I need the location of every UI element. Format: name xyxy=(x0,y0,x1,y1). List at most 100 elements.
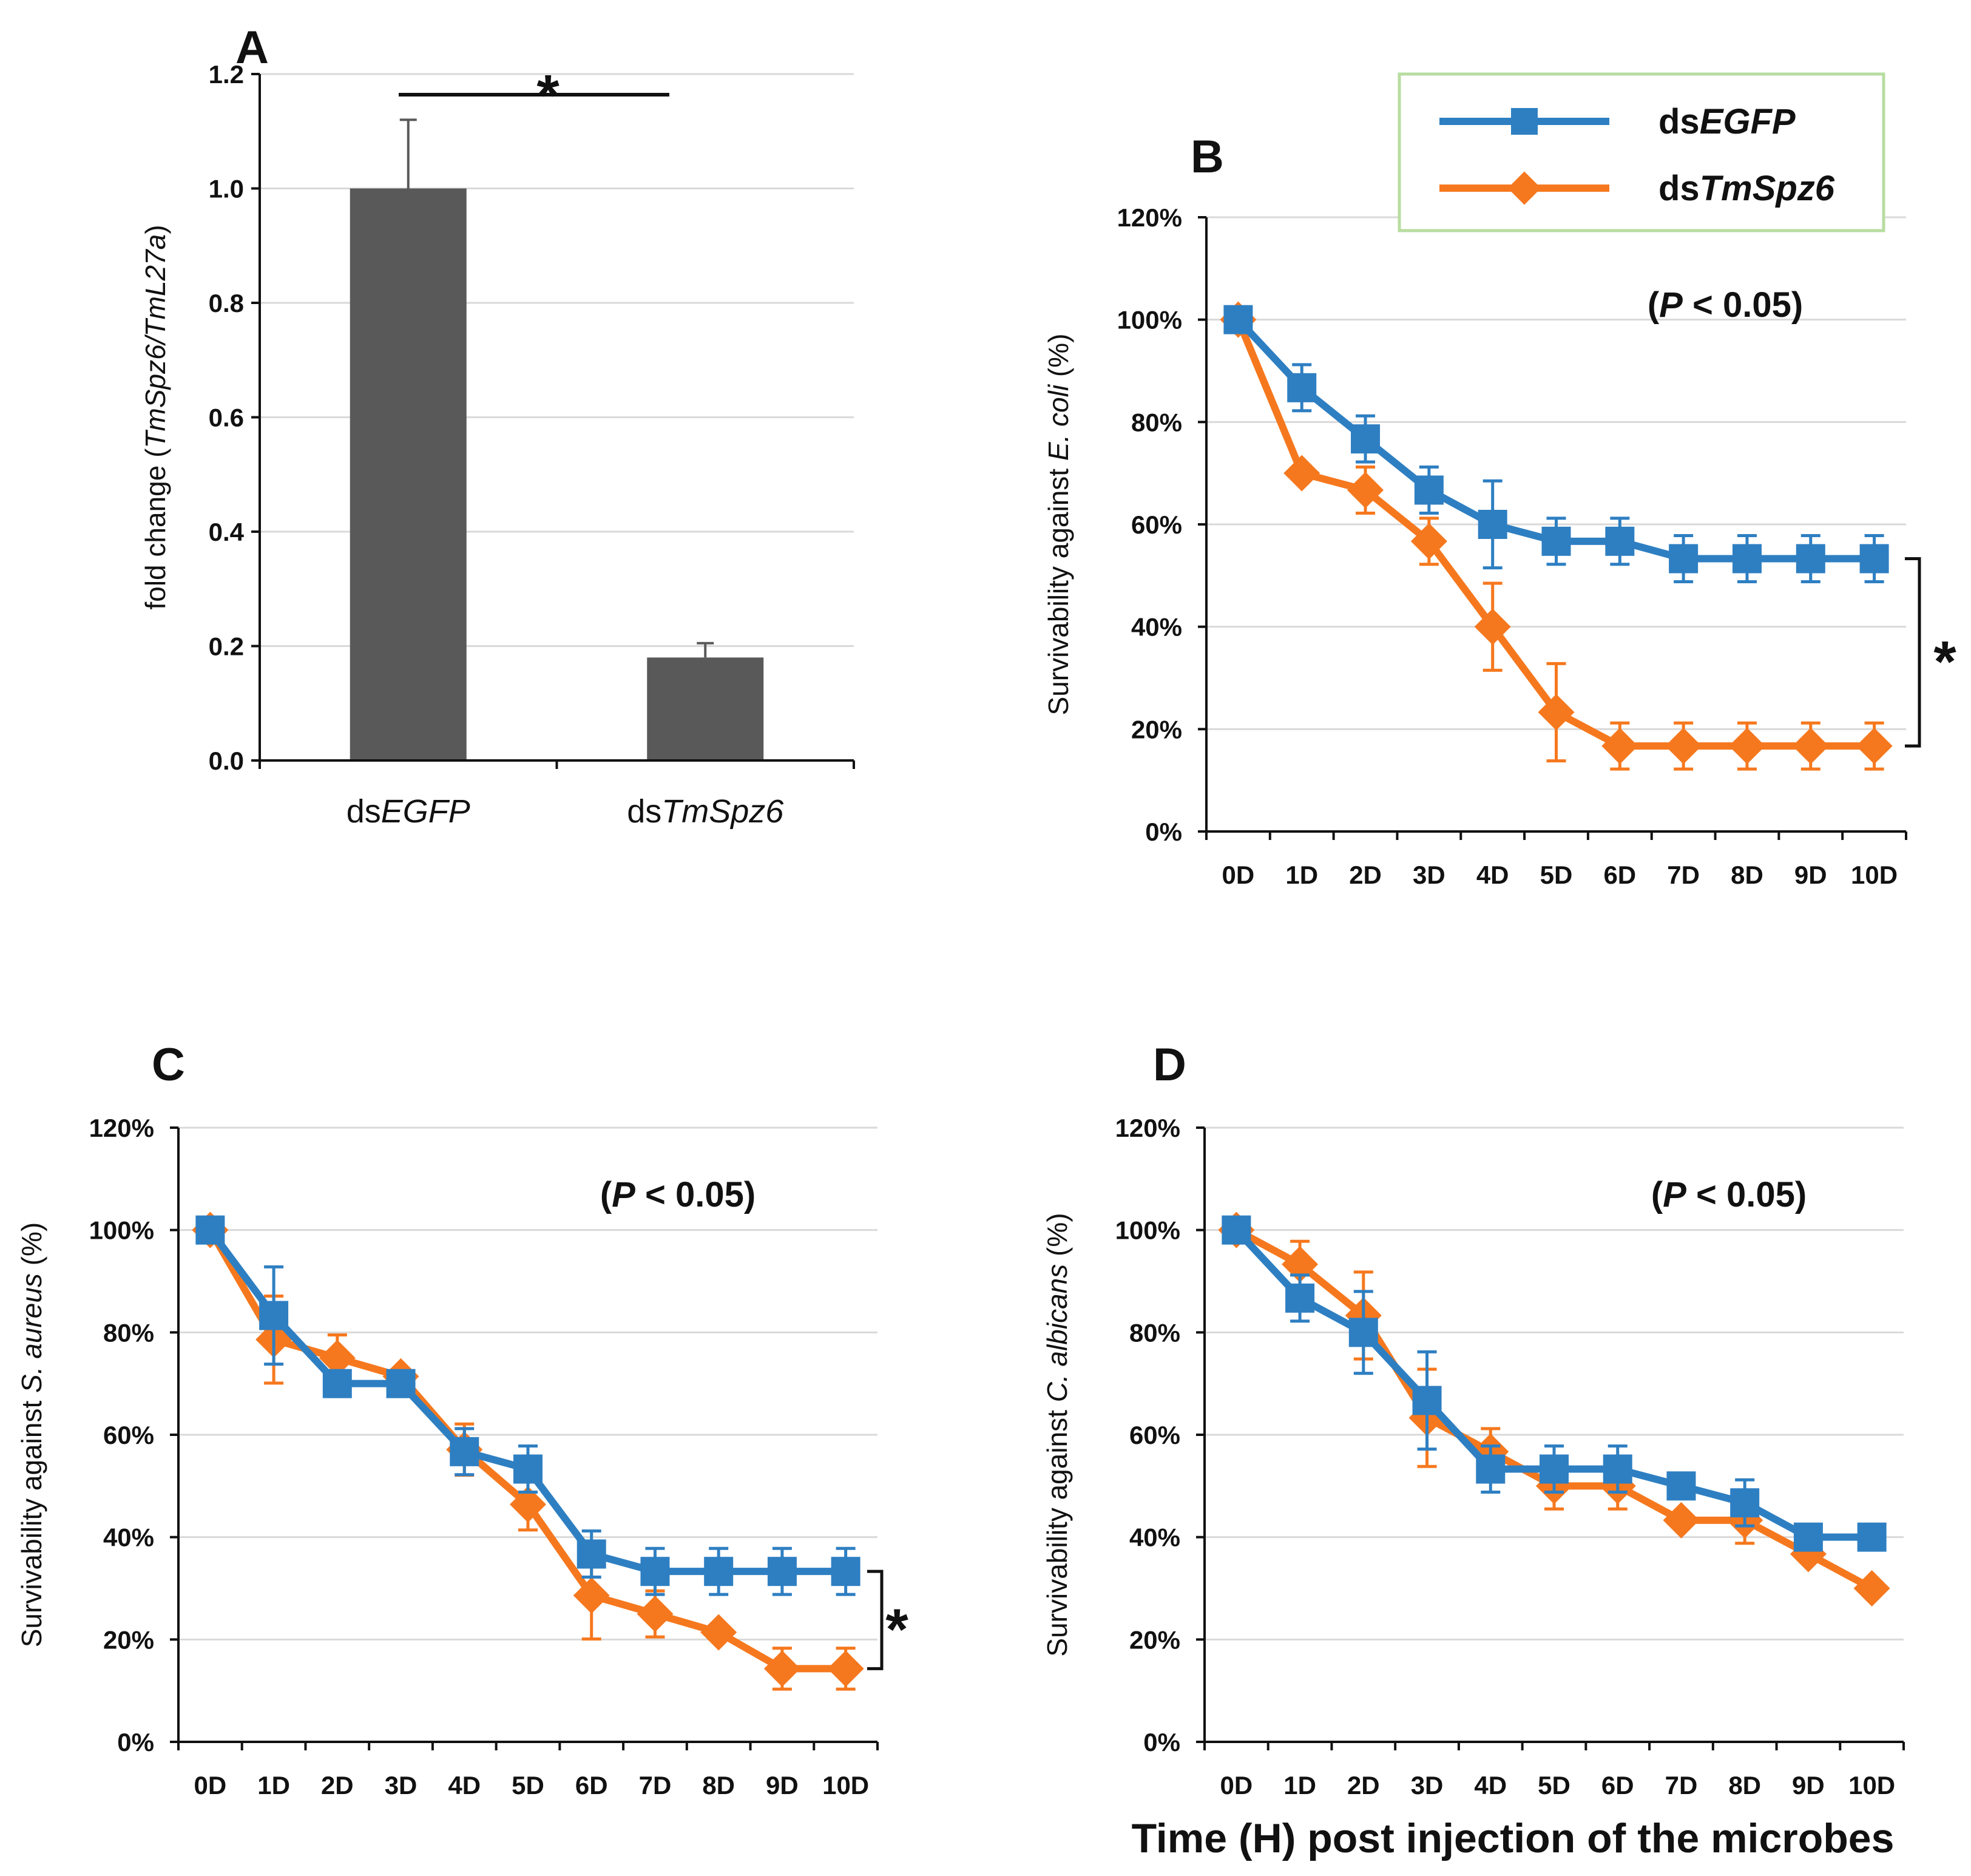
data-point xyxy=(1853,1570,1890,1607)
panel-d-xtick-label: 2D xyxy=(1347,1771,1380,1800)
panel-c-y-axis-title-part-0: Survivability against xyxy=(16,1393,47,1647)
panel-b-xtick-label: 2D xyxy=(1349,861,1382,889)
panel-d-pvalue-part-0: ( xyxy=(1651,1175,1663,1214)
legend-item-tmspz6: dsTmSpz6 xyxy=(1439,169,1835,208)
legend-label-part-0: ds xyxy=(1658,102,1700,141)
series-line xyxy=(1234,1227,1874,1592)
data-point xyxy=(1605,526,1635,556)
panel-b-ytick-label: 80% xyxy=(1131,408,1182,436)
panel-d-pvalue-part-2: < 0.05) xyxy=(1686,1175,1807,1214)
panel-a-significance-star: * xyxy=(536,63,560,128)
legend-label-part-0: ds xyxy=(1658,169,1700,208)
panel-b-significance-star: * xyxy=(1933,629,1956,694)
panel-d-series-tmspz6 xyxy=(1218,1211,1890,1607)
panel-d-label: D xyxy=(1153,1039,1186,1091)
panel-b-xtick-label: 7D xyxy=(1667,861,1700,889)
panel-d-xtick-label: 3D xyxy=(1411,1771,1444,1800)
panel-a-category-label: dsEGFP xyxy=(347,793,470,830)
data-point xyxy=(510,1486,546,1523)
data-point xyxy=(1283,455,1320,492)
legend-label-part-1: TmSpz6 xyxy=(1700,169,1835,208)
panel-d-y-axis-title: Survivability against C. albicans (%) xyxy=(1041,1213,1073,1656)
panel-d-xtick-label: 6D xyxy=(1601,1771,1634,1800)
panel-c-xtick-label: 0D xyxy=(194,1771,227,1800)
data-point xyxy=(1601,728,1638,765)
panel-d-xtick-label: 7D xyxy=(1665,1771,1698,1800)
panel-c-significance-bracket xyxy=(867,1570,884,1670)
data-point xyxy=(513,1454,543,1484)
panel-d-xtick-label: 4D xyxy=(1474,1771,1507,1800)
data-point xyxy=(1857,1522,1887,1552)
panel-d-xtick-label: 0D xyxy=(1220,1771,1253,1800)
panel-c-xtick-label: 3D xyxy=(385,1771,418,1800)
legend-box xyxy=(1398,72,1885,232)
data-point xyxy=(1410,523,1447,560)
data-point xyxy=(827,1650,864,1687)
panel-b-y-axis-title: Survivability against E. coli (%) xyxy=(1043,334,1074,716)
panel-d-pvalue: (P < 0.05) xyxy=(1651,1175,1807,1214)
data-point xyxy=(1728,728,1765,765)
data-point xyxy=(1541,526,1571,556)
data-point xyxy=(1287,373,1317,402)
panel-c-ytick-label: 20% xyxy=(103,1625,154,1654)
data-point xyxy=(1730,1488,1760,1518)
data-point xyxy=(322,1369,352,1398)
panel-d-xtick-label: 5D xyxy=(1538,1771,1570,1800)
panel-b: B 0% 20% 40% 60% 80% 100% 120% 0D 1D 2D 3D 4D 5D 6D 7D 8… xyxy=(1043,131,1956,889)
panel-c-ytick-label: 80% xyxy=(103,1318,154,1347)
panel-d-y-axis-title-part-1: C. albicans xyxy=(1041,1264,1073,1403)
panel-b-y-axis-title-part-2: (%) xyxy=(1043,334,1074,385)
panel-c-xtick-label: 6D xyxy=(575,1771,608,1800)
panel-d-ytick-label: 20% xyxy=(1129,1625,1180,1654)
data-point xyxy=(386,1369,416,1398)
data-point xyxy=(1348,1318,1378,1347)
panel-d-pvalue-part-1: P xyxy=(1663,1175,1686,1214)
panel-a-ytick-label: 0.0 xyxy=(209,747,244,775)
panel-a-label: A xyxy=(235,22,269,73)
panel-b-xtick-label: 10D xyxy=(1851,861,1898,889)
panel-b-y-axis-title-part-0: Survivability against xyxy=(1043,461,1074,715)
panel-a-category-label-part-0: ds xyxy=(627,793,661,830)
data-point xyxy=(1665,728,1702,765)
panel-a-category-label-part-1: TmSpz6 xyxy=(661,793,784,830)
panel-c-ytick-label: 40% xyxy=(103,1523,154,1552)
panel-c-series-egfp xyxy=(195,1215,860,1596)
data-point xyxy=(576,1539,606,1569)
data-point xyxy=(1347,472,1384,509)
panel-c-ytick-label: 100% xyxy=(89,1216,154,1245)
panel-a-category-label-part-1: EGFP xyxy=(381,793,470,830)
panel-c-significance-star: * xyxy=(885,1597,908,1662)
panel-b-y-axis-title-part-1: E. coli xyxy=(1043,384,1074,461)
data-point xyxy=(1476,1454,1506,1484)
x-axis-title: Time (H) post injection of the microbes xyxy=(1132,1815,1895,1861)
data-point xyxy=(1282,1246,1319,1283)
data-point xyxy=(1285,1283,1315,1313)
panel-b-significance-bracket xyxy=(1905,557,1921,748)
panel-d-ytick-label: 80% xyxy=(1129,1318,1180,1347)
panel-c-ytick-label: 0% xyxy=(117,1728,154,1756)
data-point xyxy=(1793,1522,1823,1552)
panel-d-xtick-label: 10D xyxy=(1848,1771,1895,1800)
panel-c-xtick-label: 9D xyxy=(766,1771,799,1800)
data-point xyxy=(1796,544,1825,574)
panel-d-ytick-label: 100% xyxy=(1115,1216,1180,1245)
data-point xyxy=(1540,1454,1569,1484)
panel-c-pvalue-part-1: P xyxy=(612,1175,635,1214)
panel-d-xtick-label: 1D xyxy=(1283,1771,1316,1800)
panel-d-y-axis-title-part-0: Survivability against xyxy=(1041,1402,1073,1656)
data-point xyxy=(259,1301,289,1330)
data-point xyxy=(1222,1215,1251,1245)
data-point xyxy=(573,1577,610,1614)
panel-a-y-axis-title-part-2: ) xyxy=(140,225,171,234)
panel-d-series-egfp xyxy=(1222,1215,1887,1552)
data-point xyxy=(763,1650,800,1687)
legend-label: dsTmSpz6 xyxy=(1658,169,1835,208)
panel-c-ytick-label: 60% xyxy=(103,1421,154,1449)
panel-b-ytick-label: 40% xyxy=(1131,613,1182,642)
panel-a-y-axis-title: fold change (TmSpz6/TmL27a) xyxy=(140,225,171,609)
panel-c-xtick-label: 5D xyxy=(512,1771,544,1800)
panel-d-ytick-label: 120% xyxy=(1115,1114,1180,1142)
panel-a-ytick-label: 1.2 xyxy=(209,60,244,89)
